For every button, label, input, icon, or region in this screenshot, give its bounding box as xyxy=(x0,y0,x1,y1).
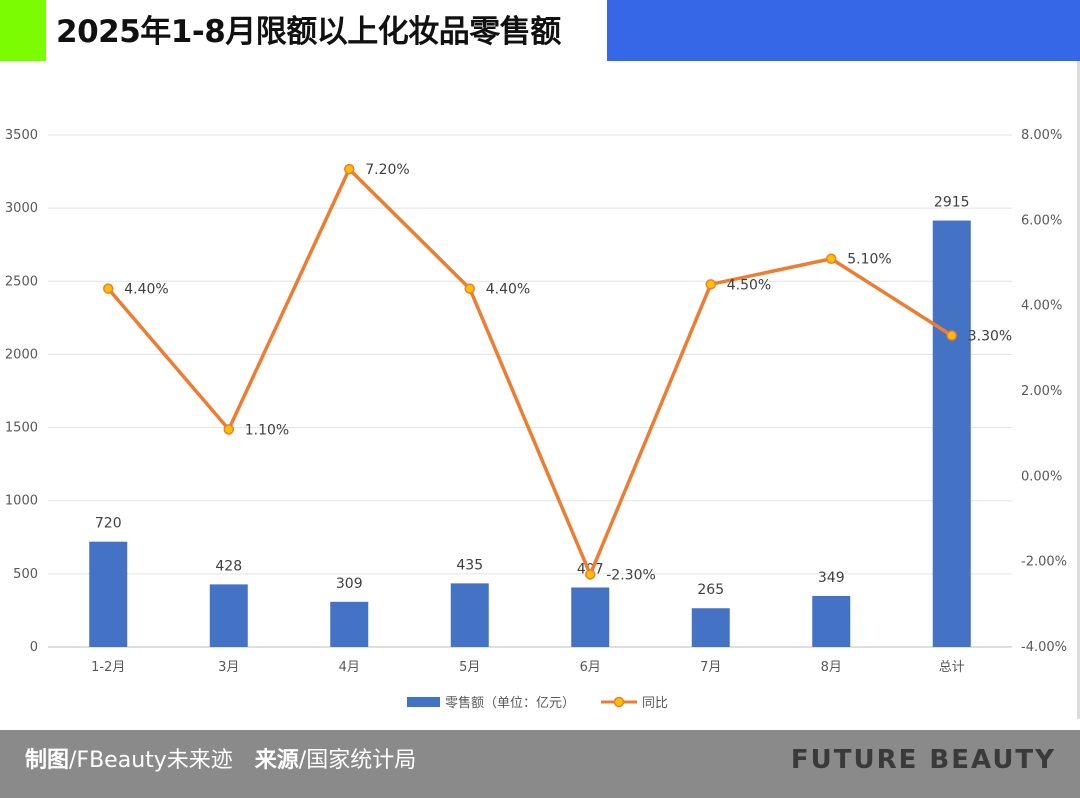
bar-data-label: 309 xyxy=(336,576,363,592)
left-tick-label: 2500 xyxy=(5,274,38,289)
line-point xyxy=(585,569,596,580)
right-edge-divider xyxy=(1077,61,1080,719)
x-tick-label: 4月 xyxy=(339,660,360,675)
line-point xyxy=(464,283,475,294)
line-data-labels: 4.40% 1.10% 7.20% 4.40% -2.30% 4.50% 5.10% 3.30… xyxy=(124,162,1012,583)
left-tick-label: 2000 xyxy=(5,347,38,362)
legend-line-marker xyxy=(613,696,625,708)
x-tick-label: 1-2月 xyxy=(91,660,125,675)
bar xyxy=(571,587,610,647)
legend-bar-label: 零售额（单位：亿元） xyxy=(445,695,575,711)
x-tick-label: 8月 xyxy=(821,660,842,675)
title-color-bar xyxy=(607,0,1080,61)
left-tick-label: 3500 xyxy=(5,128,38,143)
line-point xyxy=(344,163,355,175)
brand-wordmark: FUTURE BEAUTY xyxy=(790,745,1056,775)
line-data-label: 7.20% xyxy=(365,162,409,178)
left-tick-label: 1000 xyxy=(5,494,38,509)
line-path xyxy=(106,167,954,577)
right-axis: -4.00% -2.00% 0.00% 2.00% 4.00% 6.00% 8.00% xyxy=(1021,128,1067,655)
x-tick-label: 7月 xyxy=(700,660,721,675)
source-label: 来源 xyxy=(254,748,299,773)
x-tick-label: 6月 xyxy=(580,660,601,675)
bar-data-label: 428 xyxy=(215,558,242,574)
left-tick-label: 500 xyxy=(13,567,38,582)
line-data-label: -2.30% xyxy=(606,567,656,583)
line-data-label: 5.10% xyxy=(847,252,891,268)
line-point xyxy=(223,424,234,435)
footer-credits: 制图/FBeauty未来迹 来源/国家统计局 xyxy=(25,730,416,798)
left-tick-label: 3000 xyxy=(5,201,38,216)
right-tick-label: 4.00% xyxy=(1021,299,1062,314)
bar-data-labels: 7204283094354072653492915 xyxy=(95,195,970,599)
right-tick-label: 6.00% xyxy=(1021,213,1062,228)
maker-value: /FBeauty未来迹 xyxy=(69,748,233,773)
page-title: 2025年1-8月限额以上化妆品零售额 xyxy=(56,14,561,50)
line-data-label: 1.10% xyxy=(245,422,289,438)
bar-series xyxy=(89,220,971,647)
line-data-label: 4.40% xyxy=(486,282,530,298)
right-tick-label: -2.00% xyxy=(1021,555,1067,570)
legend-line-label: 同比 xyxy=(642,696,668,711)
grid-lines xyxy=(48,134,1012,648)
bar-data-label: 349 xyxy=(818,570,845,586)
x-axis: 1-2月 3月 4月 5月 6月 7月 8月 总计 xyxy=(91,660,965,675)
legend: 零售额（单位：亿元） 同比 xyxy=(407,695,668,711)
line-series xyxy=(103,163,957,580)
bar-data-label: 265 xyxy=(697,582,724,598)
line-point xyxy=(826,253,837,264)
x-tick-label: 3月 xyxy=(218,660,239,675)
bar-data-label: 2915 xyxy=(934,195,970,211)
right-tick-label: 0.00% xyxy=(1021,469,1062,484)
right-tick-label: 2.00% xyxy=(1021,384,1062,399)
line-point xyxy=(103,283,114,294)
bar xyxy=(932,220,971,647)
line-point xyxy=(946,330,957,341)
left-tick-label: 1500 xyxy=(5,421,38,436)
bar xyxy=(812,595,851,647)
line-data-label: 4.50% xyxy=(727,277,771,293)
line-data-label: 4.40% xyxy=(124,282,168,298)
bar-data-label: 435 xyxy=(456,557,483,573)
x-tick-label: 5月 xyxy=(459,660,480,675)
x-tick-label: 总计 xyxy=(939,660,965,675)
bar-data-label: 720 xyxy=(95,516,122,532)
line-data-label: 3.30% xyxy=(968,329,1012,345)
bar xyxy=(89,541,128,647)
combo-chart: 0 500 1000 1500 2000 2500 3000 3500 -4.00% -2.00… xyxy=(5,128,1067,711)
left-tick-label: 0 xyxy=(30,640,38,655)
bar xyxy=(209,584,248,647)
source-value: /国家统计局 xyxy=(298,748,417,773)
maker-label: 制图 xyxy=(25,748,70,773)
bar xyxy=(450,583,489,647)
left-axis: 0 500 1000 1500 2000 2500 3000 3500 xyxy=(5,128,38,655)
right-tick-label: 8.00% xyxy=(1021,128,1062,143)
right-tick-label: -4.00% xyxy=(1021,640,1067,655)
legend-bar-swatch xyxy=(407,697,440,707)
footer: 制图/FBeauty未来迹 来源/国家统计局 FUTURE BEAUTY xyxy=(0,730,1080,798)
bar xyxy=(691,608,730,647)
accent-block xyxy=(0,0,46,61)
line-point xyxy=(705,279,716,290)
bar xyxy=(330,601,369,647)
